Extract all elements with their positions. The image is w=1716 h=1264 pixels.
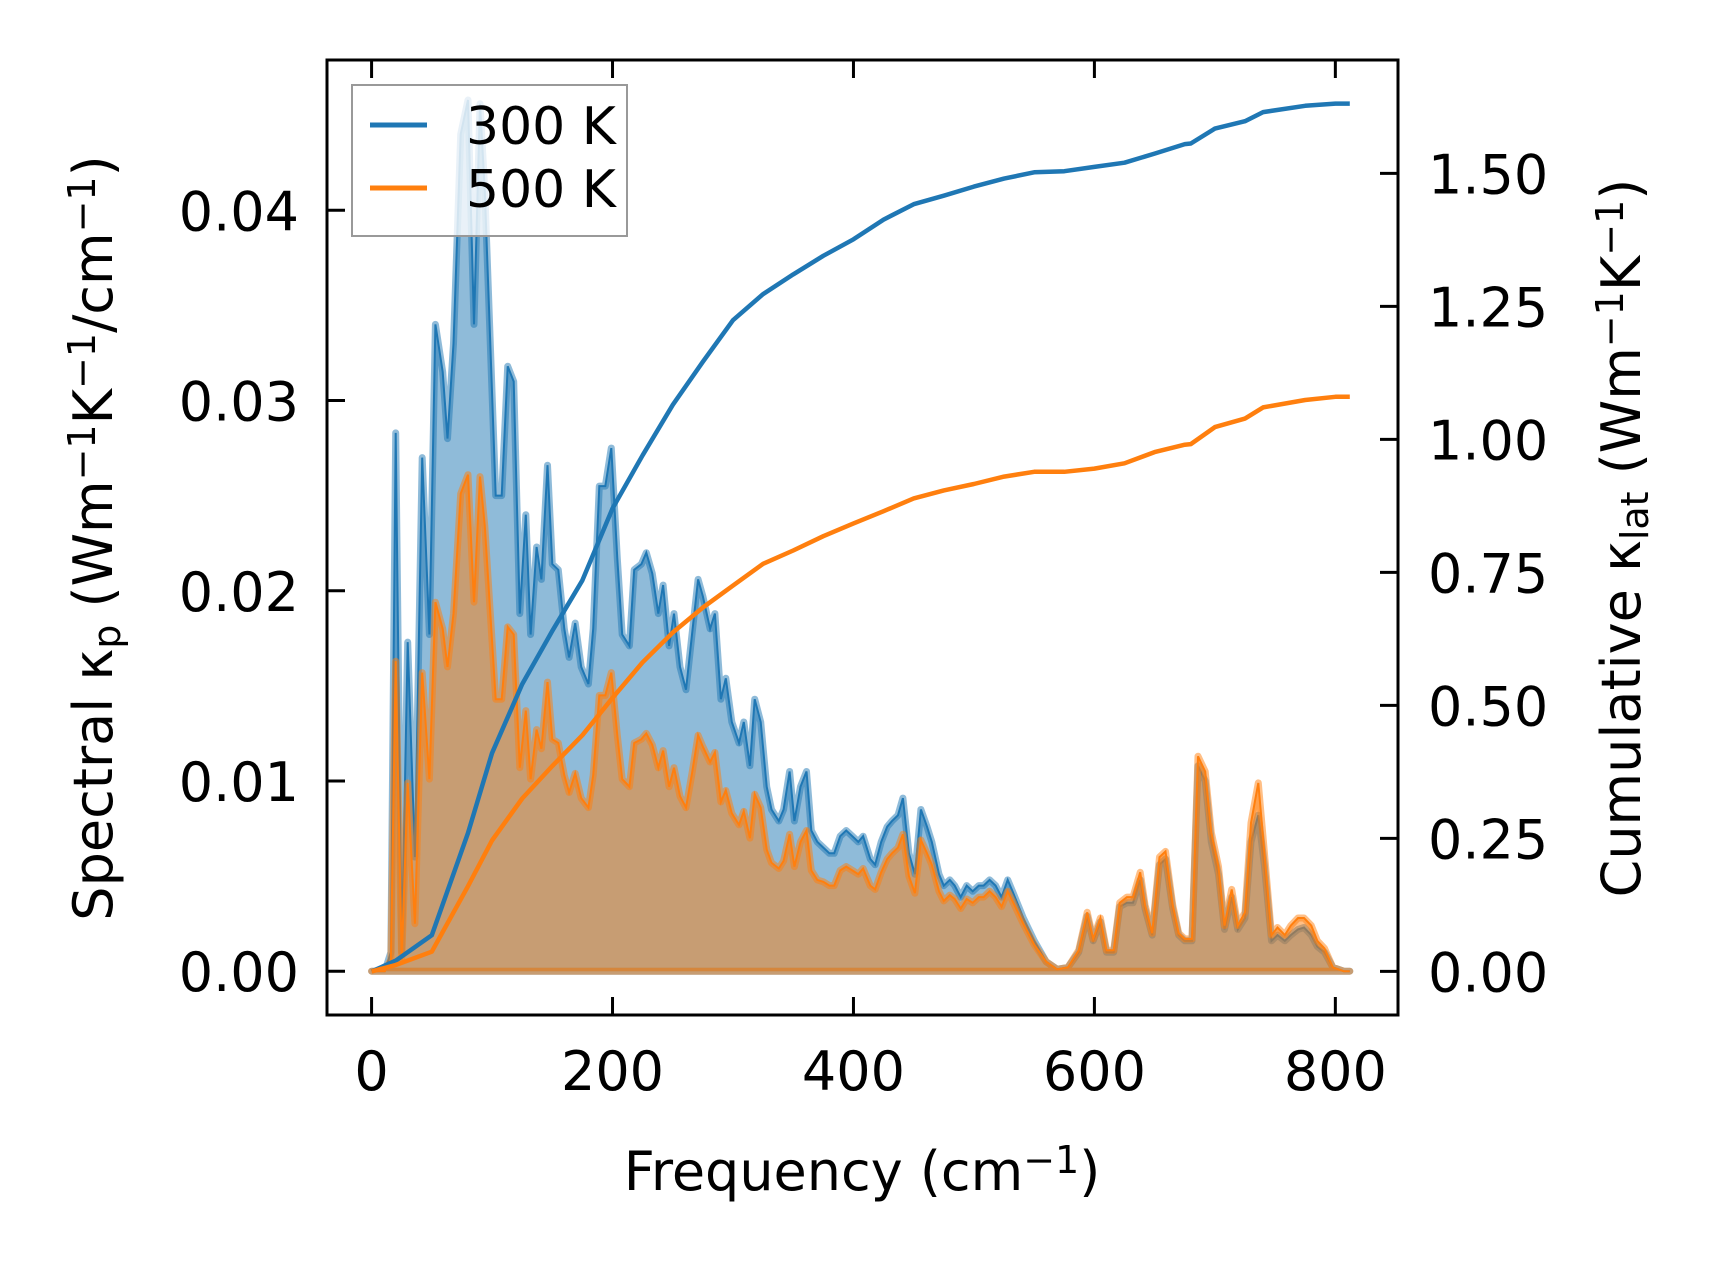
x-tick-label: 600 <box>1043 1040 1146 1103</box>
y-tick-label-right: 1.50 <box>1428 143 1548 206</box>
y-tick-label-left: 0.02 <box>179 561 299 624</box>
label-text: (Wm <box>62 480 125 624</box>
label-superscript: −1 <box>1588 200 1632 256</box>
y-tick-label-left: 0.00 <box>179 941 299 1004</box>
y-tick-label-right: 0.75 <box>1428 542 1548 605</box>
x-tick-label: 400 <box>802 1040 905 1103</box>
x-tick-label: 0 <box>354 1040 388 1103</box>
spectral-line-500k <box>371 474 1350 973</box>
legend-box <box>351 84 628 237</box>
y-tick-label-right: 1.25 <box>1428 276 1548 339</box>
label-superscript: −1 <box>60 333 104 389</box>
y-tick-label-left: 0.01 <box>179 751 299 814</box>
y-tick-label-right: 0.25 <box>1428 808 1548 871</box>
y-tick-label-left: 0.03 <box>179 371 299 434</box>
label-superscript: −1 <box>1588 291 1632 347</box>
ticks: 0 200 400 600 800 0.00 0.01 0.02 0.03 0.04 0.00 0.2… <box>179 60 1548 1103</box>
label-subscript: p <box>85 625 129 649</box>
cumulative-line-500k <box>371 394 1350 974</box>
y-tick-label-left: 0.04 <box>179 180 299 243</box>
label-subscript: lat <box>1613 491 1657 540</box>
legend: 300 K 500 K <box>351 84 628 237</box>
label-text: Frequency (cm <box>624 1140 1024 1203</box>
spectral-fills <box>368 96 1354 975</box>
label-superscript: −1 <box>60 424 104 480</box>
y-tick-label-right: 1.00 <box>1428 409 1548 472</box>
label-text: Cumulative κ <box>1590 540 1653 897</box>
label-superscript: −1 <box>60 176 104 232</box>
label-text: (Wm <box>1590 347 1653 491</box>
y-tick-label-right: 0.00 <box>1428 941 1548 1004</box>
label-superscript: −1 <box>1023 1138 1079 1182</box>
x-tick-label: 800 <box>1284 1040 1387 1103</box>
legend-label-300k: 300 K <box>466 97 618 157</box>
label-text: ) <box>1079 1140 1100 1203</box>
label-text: /cm <box>62 232 125 333</box>
y-axis-label-left: Spectral κp (Wm−1K−1/cm−1) <box>60 155 129 920</box>
legend-label-500k: 500 K <box>466 160 618 220</box>
cumulative-line-300k <box>370 101 1350 974</box>
plot-frame <box>325 58 1400 1017</box>
cumulative-lines <box>370 101 1350 974</box>
label-text: Spectral κ <box>62 649 125 921</box>
label-text: ) <box>62 155 125 176</box>
x-axis-label: Frequency (cm−1) <box>624 1138 1101 1203</box>
label-text: K <box>1590 254 1653 291</box>
label-text: K <box>62 387 125 424</box>
label-text: ) <box>1590 179 1653 200</box>
x-tick-label: 200 <box>561 1040 664 1103</box>
y-tick-label-right: 0.50 <box>1428 675 1548 738</box>
y-axis-label-right: Cumulative κlat (Wm−1K−1) <box>1588 179 1657 898</box>
